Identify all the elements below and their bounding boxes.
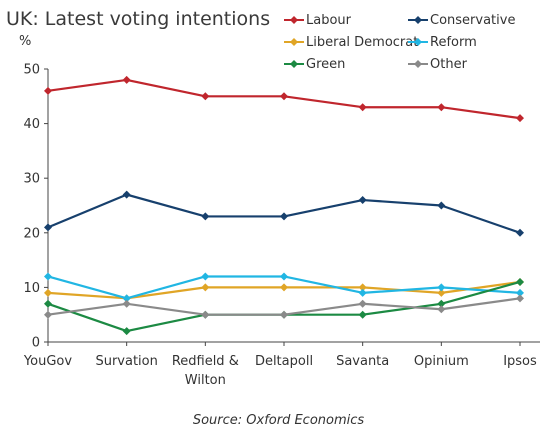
legend-swatch <box>408 16 428 24</box>
data-point-other <box>122 299 131 308</box>
data-point-other <box>358 299 367 308</box>
data-point-other <box>437 305 446 314</box>
legend-label: Other <box>430 56 467 72</box>
data-point-liberal-democrat <box>201 283 210 292</box>
y-tick-label: 40 <box>23 117 40 132</box>
legend-item: Green <box>284 54 345 74</box>
data-point-reform <box>280 272 288 281</box>
data-point-green <box>44 299 52 308</box>
legend-item: Labour <box>284 10 351 30</box>
data-point-other <box>44 310 52 319</box>
data-point-liberal-democrat <box>280 283 288 292</box>
x-tick-label: Ipsos <box>503 354 537 369</box>
y-tick-label: 0 <box>32 336 40 351</box>
data-point-conservative <box>358 196 367 205</box>
legend-label: Green <box>306 56 346 72</box>
legend-item: Reform <box>408 32 477 52</box>
data-point-conservative <box>516 228 524 237</box>
legend-item: Conservative <box>408 10 515 30</box>
data-point-other <box>280 310 288 319</box>
data-point-labour <box>122 75 131 84</box>
legend-label: Liberal Democrat <box>306 34 419 50</box>
legend-item: Other <box>408 54 467 74</box>
data-point-other <box>201 310 210 319</box>
data-point-green <box>516 277 524 286</box>
data-point-conservative <box>280 212 288 221</box>
x-tick-label: Redfield & Wilton <box>172 354 239 388</box>
data-point-labour <box>280 92 288 101</box>
chart-title: UK: Latest voting intentions <box>6 8 271 30</box>
legend-swatch <box>284 60 304 68</box>
data-point-green <box>358 310 367 319</box>
data-point-conservative <box>437 201 446 210</box>
data-point-liberal-democrat <box>44 288 52 297</box>
x-tick-label: YouGov <box>23 354 72 369</box>
data-point-reform <box>437 283 446 292</box>
legend-label: Conservative <box>430 12 516 28</box>
y-tick-label: 30 <box>23 172 40 187</box>
x-tick-label: Opinium <box>414 354 469 369</box>
y-tick-label: 50 <box>23 63 40 78</box>
data-point-labour <box>201 92 210 101</box>
legend-swatch <box>408 60 428 68</box>
data-point-conservative <box>201 212 210 221</box>
legend-swatch <box>408 38 428 46</box>
x-tick-label: Savanta <box>336 354 389 369</box>
y-axis-unit-label: % <box>19 34 32 49</box>
legend-label: Labour <box>306 12 351 28</box>
legend-swatch <box>284 16 304 24</box>
data-point-reform <box>358 288 367 297</box>
data-point-labour <box>437 103 446 112</box>
data-point-labour <box>358 103 367 112</box>
y-tick-label: 10 <box>23 281 40 296</box>
data-point-liberal-democrat <box>437 288 446 297</box>
data-point-conservative <box>122 190 131 199</box>
data-point-green <box>122 327 131 336</box>
data-point-reform <box>122 294 131 303</box>
data-point-reform <box>516 288 524 297</box>
data-point-reform <box>44 272 52 281</box>
source-note: Source: Oxford Economics <box>192 413 365 428</box>
data-point-conservative <box>44 223 52 232</box>
legend-swatch <box>284 38 304 46</box>
data-point-labour <box>44 86 52 95</box>
data-point-liberal-democrat <box>358 283 367 292</box>
data-point-reform <box>201 272 210 281</box>
data-point-other <box>516 294 524 303</box>
legend-item: Liberal Democrat <box>284 32 418 52</box>
legend-label: Reform <box>430 34 477 50</box>
data-point-labour <box>516 114 524 123</box>
data-point-green <box>437 299 446 308</box>
x-tick-label: Deltapoll <box>255 354 313 369</box>
y-tick-label: 20 <box>23 226 40 241</box>
x-tick-label: Survation <box>95 354 157 369</box>
